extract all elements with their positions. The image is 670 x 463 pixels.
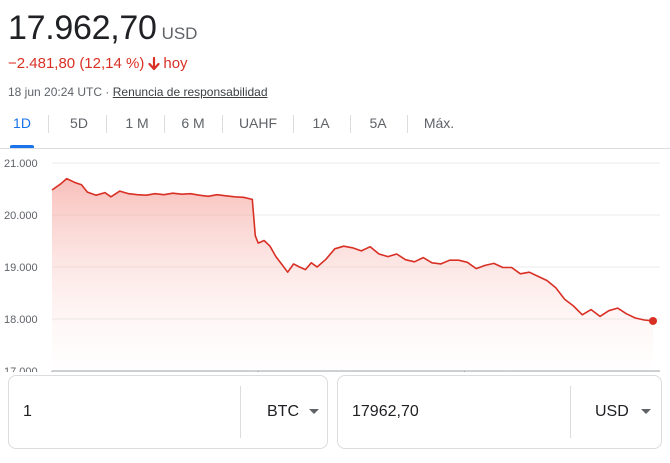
price-row: 17.962,70 USD bbox=[8, 8, 197, 48]
converter-to: 17962,70 USD bbox=[337, 375, 662, 449]
tab-separator bbox=[48, 115, 49, 133]
tab-1y[interactable]: 1A bbox=[312, 115, 330, 131]
y-tick-label: 20.000 bbox=[4, 210, 38, 222]
last-price-point bbox=[649, 316, 657, 325]
tab-5d[interactable]: 5D bbox=[70, 115, 88, 131]
tab-max[interactable]: Máx. bbox=[423, 115, 455, 131]
price-currency: USD bbox=[161, 24, 198, 43]
price-change-row: −2.481,80 (12,14 %) hoy bbox=[8, 55, 188, 72]
tab-separator bbox=[164, 115, 165, 133]
y-tick-label: 21.000 bbox=[4, 158, 38, 170]
tab-ytd[interactable]: UAHF bbox=[238, 115, 278, 131]
converter-to-amount[interactable]: 17962,70 bbox=[352, 403, 419, 420]
tab-separator bbox=[106, 115, 107, 133]
price-change: −2.481,80 (12,14 %) bbox=[8, 55, 145, 72]
y-tick-label: 17.000 bbox=[4, 366, 38, 372]
disclaimer-link[interactable]: Renuncia de responsabilidad bbox=[112, 85, 268, 99]
tab-separator bbox=[293, 115, 294, 133]
tab-6m[interactable]: 6 M bbox=[181, 115, 205, 131]
y-tick-label: 19.000 bbox=[4, 262, 38, 274]
tab-1m[interactable]: 1 M bbox=[125, 115, 149, 131]
converter-divider bbox=[240, 386, 241, 438]
price-line bbox=[51, 177, 654, 322]
price-chart[interactable]: 21.00020.00019.00018.00017.00000:0007:00… bbox=[0, 150, 670, 372]
y-tick-label: 18.000 bbox=[4, 314, 38, 326]
price-area-fill bbox=[52, 178, 653, 371]
converter-to-unit[interactable]: USD bbox=[595, 403, 629, 420]
converter-from: 1 BTC bbox=[8, 375, 328, 449]
timestamp-row: 18 jun 20:24 UTC · Renuncia de responsab… bbox=[8, 85, 268, 99]
chevron-down-icon[interactable] bbox=[641, 409, 651, 414]
chevron-down-icon[interactable] bbox=[309, 409, 319, 414]
converter-from-unit[interactable]: BTC bbox=[267, 403, 299, 420]
current-price: 17.962,70 bbox=[8, 9, 157, 47]
tab-separator bbox=[222, 115, 223, 133]
range-tabs: 1D 5D 1 M 6 M UAHF 1A 5A Máx. bbox=[0, 110, 670, 149]
tab-separator bbox=[350, 115, 351, 133]
tab-5y[interactable]: 5A bbox=[369, 115, 387, 131]
price-change-period: hoy bbox=[163, 55, 188, 72]
timestamp: 18 jun 20:24 UTC · bbox=[8, 85, 110, 99]
converter-from-amount[interactable]: 1 bbox=[23, 403, 32, 420]
tab-separator bbox=[407, 115, 408, 133]
converter-divider bbox=[570, 386, 571, 438]
tab-1d[interactable]: 1D bbox=[10, 110, 34, 148]
arrow-down-icon bbox=[148, 56, 160, 71]
